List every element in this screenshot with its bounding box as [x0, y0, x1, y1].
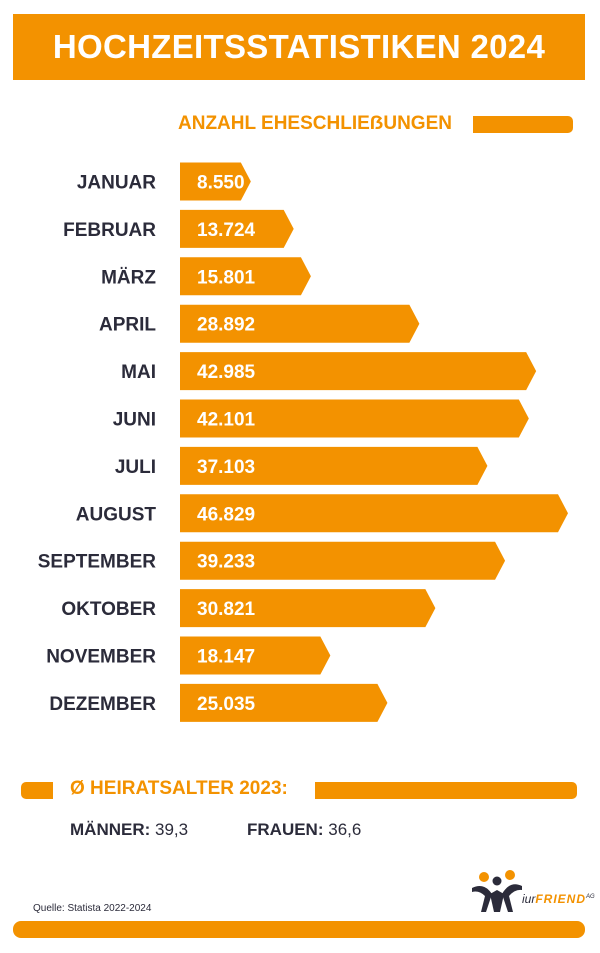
category-label: OKTOBER — [61, 599, 156, 620]
women-age-value: 36,6 — [328, 820, 362, 839]
page-title: HOCHZEITSSTATISTIKEN 2024 — [52, 28, 546, 65]
chart-subtitle: ANZAHL EHESCHLIEẞUNGEN — [178, 113, 452, 134]
women-age-label: FRAUEN: — [247, 820, 324, 839]
marriages-bar-chart: JANUAR 8.550 FEBRUAR 13.724 MÄRZ 15.801 APRIL 2… — [38, 162, 568, 722]
bar-april — [180, 304, 420, 343]
category-label: MÄRZ — [101, 267, 156, 288]
age-accent-bar-left — [21, 782, 53, 799]
subtitle-accent-bar — [473, 116, 573, 133]
category-label: DEZEMBER — [49, 694, 156, 715]
bar-juni — [180, 399, 529, 438]
bar-september — [180, 541, 506, 580]
bar-value-label: 25.035 — [197, 694, 256, 715]
logo-suffix: AG — [586, 894, 595, 900]
category-label: JULI — [115, 457, 156, 478]
category-label: NOVEMBER — [46, 647, 156, 668]
source-note: Quelle: Statista 2022-2024 — [33, 903, 152, 914]
category-label: FEBRUAR — [63, 220, 156, 241]
logo-brand: FRIEND — [535, 892, 587, 906]
men-age: MÄNNER: 39,3 — [70, 820, 188, 840]
bar-value-label: 8.550 — [197, 173, 245, 194]
bar-märz — [180, 257, 311, 296]
bar-value-label: 46.829 — [197, 504, 255, 525]
logo-wordmark: iurFRIENDAG — [522, 892, 595, 906]
bar-januar — [180, 162, 251, 201]
bar-value-label: 39.233 — [197, 552, 255, 573]
bar-august — [180, 494, 568, 533]
women-age: FRAUEN: 36,6 — [247, 820, 361, 840]
category-label: APRIL — [99, 315, 156, 336]
title-banner: HOCHZEITSSTATISTIKEN 2024 — [13, 14, 585, 80]
category-label: JUNI — [113, 410, 156, 431]
age-accent-bar-right — [315, 782, 577, 799]
bar-oktober — [180, 589, 436, 628]
bar-value-label: 42.101 — [197, 410, 256, 431]
logo-prefix: iur — [522, 892, 536, 906]
bar-november — [180, 636, 331, 675]
category-label: SEPTEMBER — [38, 552, 157, 573]
bar-value-label: 42.985 — [197, 362, 256, 383]
category-label: MAI — [121, 362, 156, 383]
bar-juli — [180, 446, 488, 485]
people-logo-icon — [472, 870, 522, 912]
bar-value-label: 28.892 — [197, 315, 255, 336]
bar-value-label: 37.103 — [197, 457, 255, 478]
bar-value-label: 30.821 — [197, 599, 256, 620]
bar-dezember — [180, 683, 388, 722]
bar-mai — [180, 352, 537, 391]
bar-value-label: 13.724 — [197, 220, 256, 241]
bar-value-label: 18.147 — [197, 647, 255, 668]
category-label: AUGUST — [76, 504, 157, 525]
category-label: JANUAR — [77, 173, 156, 194]
men-age-value: 39,3 — [155, 820, 189, 839]
age-section-title: Ø HEIRATSALTER 2023: — [70, 778, 288, 799]
men-age-label: MÄNNER: — [70, 820, 151, 839]
bar-februar — [180, 209, 294, 248]
footer-accent-bar — [13, 921, 585, 938]
bar-value-label: 15.801 — [197, 267, 256, 288]
